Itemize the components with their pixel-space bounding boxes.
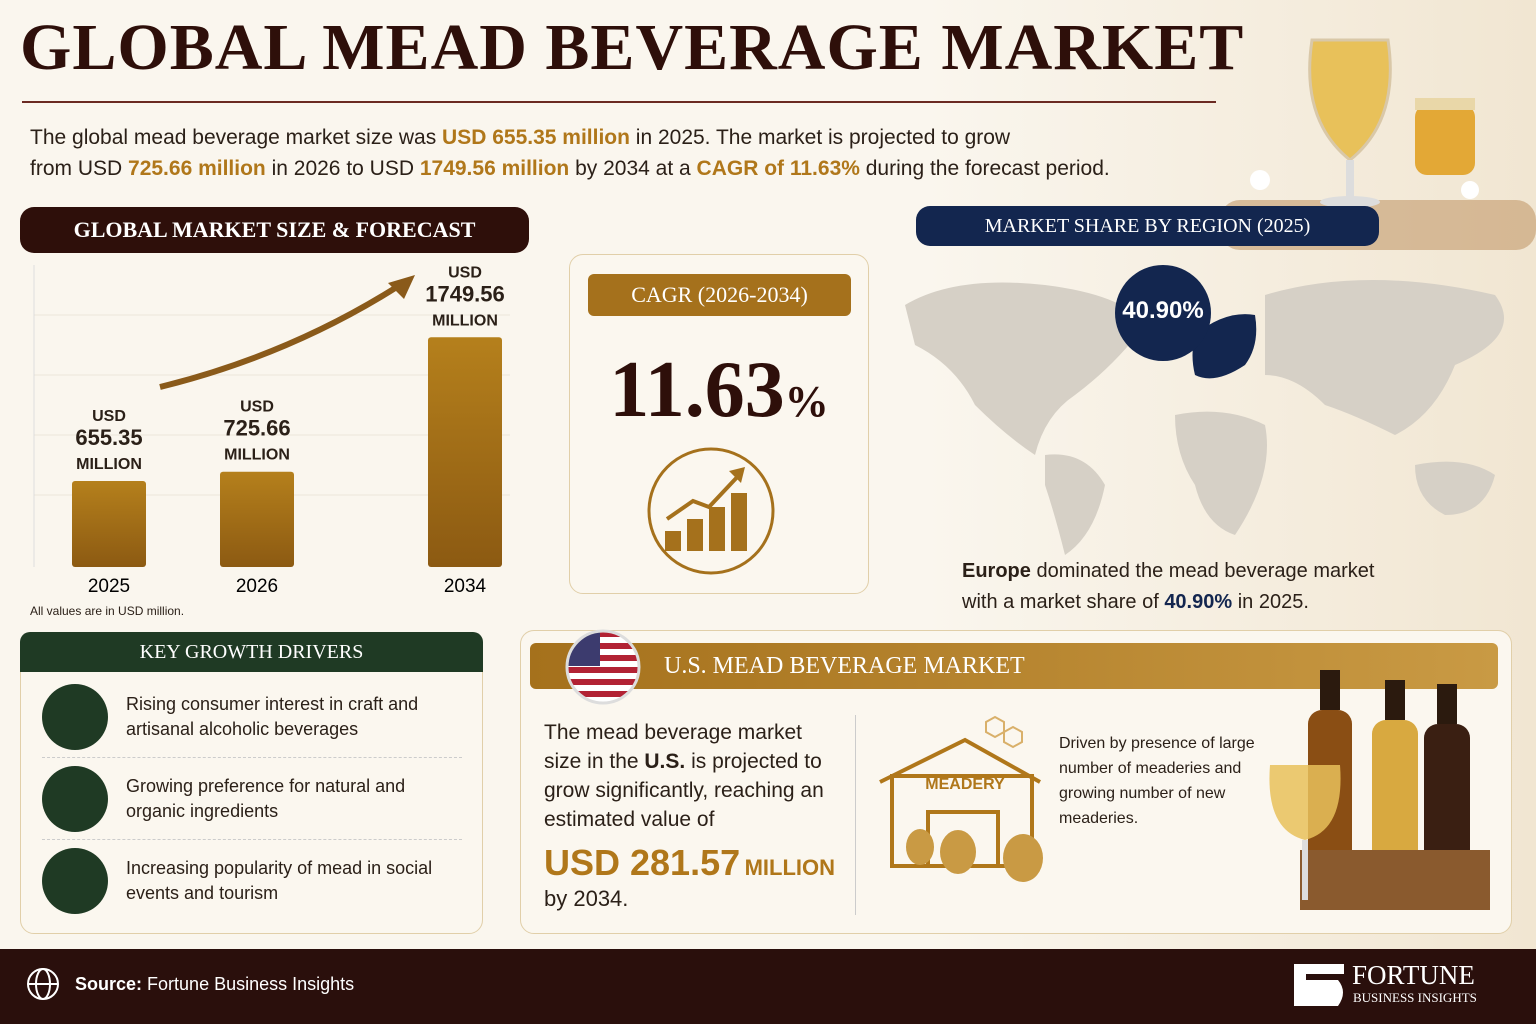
bar [72, 480, 146, 567]
drivers-title: KEY GROWTH DRIVERS [20, 632, 483, 672]
value-label-line: USD [240, 399, 274, 416]
value-label-line: MILLION [76, 456, 142, 473]
driver-text: Rising consumer interest in craft and ar… [126, 693, 419, 739]
value-label: USD 1749.56 MILLION [425, 264, 505, 329]
bar [428, 337, 502, 567]
rule [22, 101, 1216, 103]
value-label-line: 1749.56 [425, 281, 505, 306]
text-segment: in 2025. The market is projected to grow [629, 126, 1011, 149]
cagr-number: 11.63 [609, 346, 785, 434]
x-tick-label: 2026 [236, 576, 278, 595]
text-segment: during the forecast period. [859, 157, 1110, 180]
driver-icon [42, 683, 108, 750]
text-segment: U.S. [644, 750, 686, 773]
x-tick-label: 2034 [444, 576, 487, 595]
cagr-unit: % [784, 377, 829, 426]
region-title: MARKET SHARE BY REGION (2025) [916, 206, 1379, 246]
text-line: from USD 725.66 million in 2026 to USD 1… [30, 153, 1110, 184]
text-line: The global mead beverage market size was… [30, 122, 1110, 153]
text-segment: 1749.56 million [419, 157, 570, 180]
us-flag [565, 629, 641, 705]
text-segment: in 2025. [1232, 591, 1309, 613]
region-caption: Europe dominated the mead beverage marke… [962, 556, 1374, 618]
value-label-line: USD [448, 264, 482, 281]
text-segment: The mead beverage market size in the [544, 721, 802, 773]
us-tail: by 2034. [544, 886, 629, 911]
cagr-title: CAGR (2026-2034) [588, 274, 851, 316]
text-line: Europe dominated the mead beverage marke… [962, 556, 1374, 587]
text-segment: 725.66 million [128, 157, 266, 180]
text-segment: CAGR of 11.63% [696, 157, 860, 180]
driver-item: Rising consumer interest in craft and ar… [42, 676, 462, 758]
text-segment: 40.90% [1164, 591, 1233, 613]
driver-icon [42, 765, 108, 832]
text-segment: by 2034 at a [569, 157, 697, 180]
text-line: with a market share of 40.90% in 2025. [962, 587, 1374, 618]
value-label: USD 655.35 MILLION [75, 408, 142, 473]
text-segment: from USD [30, 157, 129, 180]
value-label-line: USD [92, 408, 126, 425]
value-label-line: 655.35 [75, 425, 142, 450]
bottles [1269, 670, 1490, 910]
meadery-icon [879, 715, 1043, 882]
value-label-line: 725.66 [223, 416, 290, 441]
driver-text: Increasing popularity of mead in social … [126, 858, 433, 903]
x-tick-label: 2025 [88, 576, 130, 595]
text-segment: is projected to grow significantly, reac… [544, 750, 824, 831]
cagr-value: 11.63% [569, 345, 869, 436]
chart-note: All values are in USD million. [30, 604, 185, 618]
text-segment: with a market share of [962, 591, 1165, 613]
us-value: USD 281.57 MILLION [544, 842, 835, 884]
source-name: Fortune Business Insights [147, 974, 355, 994]
drivers-list: Rising consumer interest in craft and ar… [22, 676, 482, 922]
growth-icon [647, 447, 775, 575]
text-segment: Europe [962, 560, 1031, 582]
value-label: USD 725.66 MILLION [223, 399, 290, 464]
logo-bottom: BUSINESS INSIGHTS [1353, 990, 1477, 1005]
footer [0, 949, 1536, 1024]
driver-text: Growing preference for natural and organ… [126, 775, 406, 821]
region-badge: 40.90% [1122, 297, 1204, 324]
meadery-label: MEADERY [925, 776, 1005, 793]
source: Source: Fortune Business Insights [75, 974, 354, 995]
driver-item: Increasing popularity of mead in social … [42, 840, 462, 922]
world-map [905, 265, 1504, 555]
bar [220, 471, 294, 567]
us-text: The mead beverage market size in the U.S… [544, 718, 839, 834]
logo-top: FORTUNE [1352, 960, 1475, 990]
chart-title: GLOBAL MARKET SIZE & FORECAST [20, 207, 529, 253]
globe-icon [27, 968, 59, 1000]
us-note: Driven by presence of large number of me… [1059, 735, 1255, 827]
us-value-number: USD 281.57 [544, 842, 741, 883]
us-value-unit: MILLION [744, 855, 836, 880]
text-segment: USD 655.35 million [442, 126, 630, 149]
driver-item: Growing preference for natural and organ… [42, 758, 462, 840]
divider [855, 715, 856, 915]
text-segment: dominated the mead beverage market [1030, 560, 1375, 582]
driver-icon [42, 848, 108, 914]
text-segment: The global mead beverage market size was [30, 126, 443, 149]
value-label-line: MILLION [432, 312, 498, 329]
title: GLOBAL MEAD BEVERAGE MARKET [20, 11, 1245, 84]
text-segment: in 2026 to USD [265, 157, 420, 180]
logo-mark [1294, 964, 1344, 1006]
source-label: Source: [75, 974, 143, 994]
value-label-line: MILLION [224, 447, 290, 464]
intro: The global mead beverage market size was… [30, 122, 1110, 184]
